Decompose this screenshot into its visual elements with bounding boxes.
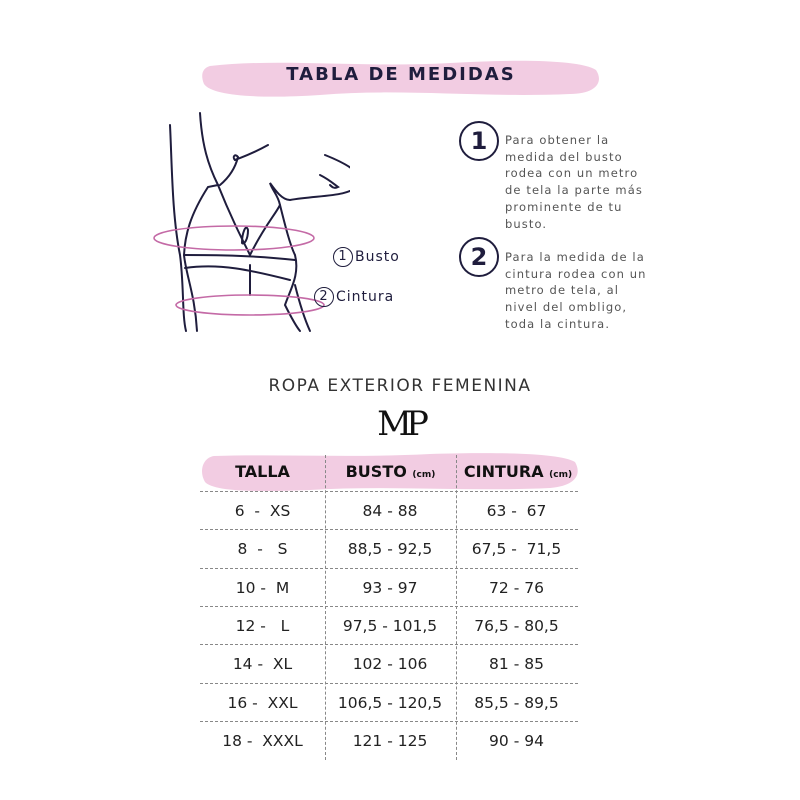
cell-busto: 93 - 97 [362, 578, 418, 597]
table-row: 8 - S 88,5 - 92,5 67,5 - 71,5 [200, 530, 578, 569]
title-brush-band [202, 60, 599, 97]
cell-busto: 97,5 - 101,5 [342, 616, 438, 635]
header-brush-band [202, 453, 578, 492]
cell-busto: 102 - 106 [352, 655, 428, 674]
header-cintura: CINTURA (cm) [456, 462, 580, 481]
row-divider [200, 682, 578, 684]
body-illustration [153, 112, 350, 332]
cell-talla: 8 - S [237, 540, 288, 559]
table-row: 10 - M 93 - 97 72 - 76 [200, 569, 578, 608]
cell-talla: 6 - XS [234, 502, 291, 520]
column-divider [456, 455, 457, 760]
table-row: 6 - XS 84 - 88 63 - 67 [200, 492, 578, 531]
figure-label-cintura: 2 Cintura [314, 287, 394, 307]
header-unit: (cm) [412, 470, 436, 480]
cell-cintura: 76,5 - 80,5 [474, 616, 559, 635]
header-label: CINTURA [463, 462, 544, 481]
row-divider [200, 491, 578, 492]
cell-cintura: 63 - 67 [486, 502, 547, 520]
column-divider [325, 455, 326, 760]
cell-talla: 12 - L [235, 616, 290, 635]
cell-cintura: 72 - 76 [489, 578, 544, 597]
instruction-2: Para la medida de la cintura rodea con u… [505, 250, 647, 331]
cell-cintura: 81 - 85 [489, 655, 544, 674]
table-row: 12 - L 97,5 - 101,5 76,5 - 80,5 [200, 607, 578, 646]
header-label: TALLA [235, 462, 290, 481]
cell-busto: 121 - 125 [352, 731, 428, 750]
cell-talla: 16 - XXL [227, 693, 298, 712]
row-divider [200, 720, 578, 722]
subtitle: ROPA EXTERIOR FEMENINA [268, 376, 532, 396]
cell-busto: 84 - 88 [362, 502, 418, 520]
row-divider [200, 529, 578, 531]
cintura-label: Cintura [336, 289, 395, 305]
header-unit: (cm) [549, 470, 573, 480]
page-title: TABLA DE MEDIDAS [286, 64, 516, 85]
cell-talla: 10 - M [235, 578, 290, 597]
brand-logo: MP [377, 404, 429, 444]
cell-talla: 14 - XL [232, 655, 293, 674]
row-divider [200, 567, 578, 569]
cell-cintura: 67,5 - 71,5 [471, 540, 562, 559]
cell-cintura: 90 - 94 [489, 731, 544, 750]
header-talla: TALLA [200, 462, 325, 481]
row-divider [200, 605, 578, 607]
step-1-icon: 1 [459, 121, 499, 161]
step-2-icon: 2 [459, 237, 499, 277]
table-row: 16 - XXL 106,5 - 120,5 85,5 - 89,5 [200, 684, 578, 723]
number-2-icon: 2 [314, 287, 334, 307]
number-1-icon: 1 [333, 247, 353, 267]
cell-busto: 106,5 - 120,5 [337, 693, 443, 712]
cell-busto: 88,5 - 92,5 [347, 540, 433, 559]
cell-talla: 18 - XXXL [222, 731, 303, 750]
figure-label-busto: 1 Busto [333, 247, 400, 267]
header-busto: BUSTO (cm) [325, 462, 456, 481]
header-label: BUSTO [345, 462, 407, 481]
table-row: 14 - XL 102 - 106 81 - 85 [200, 645, 578, 684]
cell-cintura: 85,5 - 89,5 [474, 693, 559, 712]
busto-label: Busto [355, 249, 400, 265]
table-row: 18 - XXXL 121 - 125 90 - 94 [200, 722, 578, 761]
row-divider [200, 644, 578, 646]
instruction-1: Para obtener la medida del busto rodea c… [505, 133, 643, 231]
